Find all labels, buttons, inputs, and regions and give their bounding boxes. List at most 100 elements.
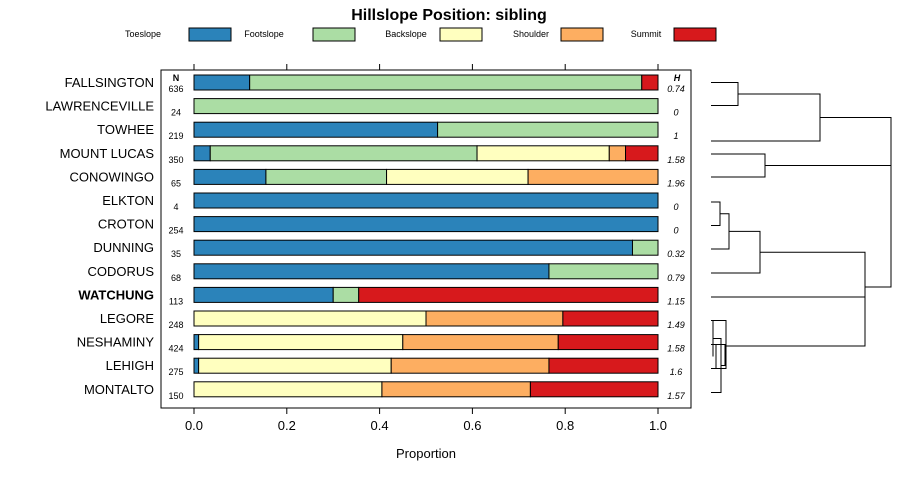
x-axis: 0.0 0.2 0.4 0.6 0.8 1.0 — [185, 64, 667, 433]
bar-segment-toeslope — [193, 121, 439, 138]
dendrogram-branch — [865, 141, 892, 288]
row-dunning: DUNNING 35 0.32 — [93, 239, 685, 259]
bar-segment-footslope — [332, 286, 360, 303]
bar-segment-shoulder — [527, 168, 659, 185]
legend-swatch-summit — [673, 27, 717, 42]
legend-label-shoulder: Shoulder — [513, 29, 549, 39]
dendrogram-branch — [711, 296, 866, 347]
bar-segment-toeslope — [193, 145, 211, 162]
bar-segment-toeslope — [193, 216, 659, 233]
bar-segment-shoulder — [425, 310, 564, 327]
row-fallsington: FALLSINGTON 636 0.74 — [65, 74, 685, 94]
bar-segment-footslope — [249, 74, 643, 91]
row-n-value: 150 — [168, 391, 183, 401]
row-n-value: 65 — [171, 178, 181, 188]
row-n-value: 350 — [168, 155, 183, 165]
bar-segment-toeslope — [193, 357, 200, 374]
dendrogram-branch — [711, 93, 821, 142]
row-n-value: 275 — [168, 367, 183, 377]
row-n-value: 424 — [168, 344, 183, 354]
row-h-value: 1 — [673, 131, 678, 141]
bar-segment-summit — [358, 286, 659, 303]
row-label: ELKTON — [102, 193, 154, 208]
row-label: MOUNT LUCAS — [60, 146, 155, 161]
row-h-value: 0.74 — [667, 84, 685, 94]
x-axis-label: Proportion — [396, 446, 456, 461]
bar-segment-shoulder — [608, 145, 627, 162]
row-elkton: ELKTON 4 0 — [102, 192, 679, 212]
bar-segment-backslope — [386, 168, 529, 185]
legend-swatch-backslope — [439, 27, 483, 42]
row-label: WATCHUNG — [78, 287, 154, 302]
row-h-value: 0 — [673, 226, 678, 236]
h-column-header: H — [674, 73, 681, 83]
legend-label-backslope: Backslope — [385, 29, 427, 39]
row-n-value: 248 — [168, 320, 183, 330]
legend-swatch-shoulder — [560, 27, 604, 42]
row-lehigh: LEHIGH 275 1.6 — [106, 357, 683, 377]
legend-swatch-footslope — [312, 27, 356, 42]
x-tick-label: 0.6 — [463, 418, 481, 433]
legend-swatch-toeslope — [188, 27, 232, 42]
row-h-value: 0 — [673, 202, 678, 212]
bar-segment-footslope — [437, 121, 659, 138]
row-watchung: WATCHUNG 113 1.15 — [78, 286, 686, 306]
row-label: DUNNING — [93, 240, 154, 255]
bar-segment-summit — [562, 310, 659, 327]
legend: Toeslope Footslope Backslope Shoulder Summit — [125, 27, 717, 42]
row-h-value: 1.96 — [667, 178, 685, 188]
row-h-value: 1.15 — [667, 296, 686, 306]
row-croton: CROTON 254 0 — [98, 216, 679, 236]
bar-segment-summit — [557, 334, 659, 351]
bar-segment-summit — [625, 145, 659, 162]
dendrogram-branch — [711, 82, 739, 106]
bar-segment-footslope — [209, 145, 478, 162]
row-label: MONTALTO — [84, 382, 154, 397]
row-n-value: 4 — [173, 202, 178, 212]
n-column-header: N — [173, 73, 180, 83]
row-h-value: 1.6 — [670, 367, 683, 377]
bar-segment-toeslope — [193, 74, 251, 91]
dendrogram — [711, 82, 892, 393]
row-codorus: CODORUS 68 0.79 — [88, 263, 685, 283]
bar-segment-summit — [529, 381, 659, 398]
row-label: NESHAMINY — [77, 335, 155, 350]
dendrogram-branch — [760, 251, 866, 322]
row-n-value: 254 — [168, 226, 183, 236]
legend-label-summit: Summit — [631, 29, 662, 39]
bar-segment-toeslope — [193, 263, 550, 280]
x-tick-label: 1.0 — [649, 418, 667, 433]
row-h-value: 0.79 — [667, 273, 685, 283]
bar-segment-backslope — [198, 334, 404, 351]
bar-segment-footslope — [631, 239, 659, 256]
row-n-value: 68 — [171, 273, 181, 283]
bar-segment-summit — [641, 74, 659, 91]
bar-segment-footslope — [193, 98, 659, 115]
bar-segment-toeslope — [193, 168, 267, 185]
row-label: CODORUS — [88, 264, 155, 279]
plot-frame — [160, 69, 692, 409]
bar-rows: FALLSINGTON 636 0.74 LAWRENCEVILLE 24 0 TOWHEE… — [45, 74, 686, 401]
dendrogram-branch — [711, 153, 766, 178]
bar-segment-toeslope — [193, 286, 334, 303]
row-montalto: MONTALTO 150 1.57 — [84, 381, 686, 401]
bar-segment-toeslope — [193, 192, 659, 209]
row-n-value: 35 — [171, 249, 181, 259]
legend-label-footslope: Footslope — [244, 29, 284, 39]
row-n-value: 113 — [169, 296, 183, 306]
bar-segment-shoulder — [390, 357, 550, 374]
bar-segment-backslope — [198, 357, 392, 374]
bar-segment-summit — [548, 357, 659, 374]
row-h-value: 0 — [673, 108, 678, 118]
row-legore: LEGORE 248 1.49 — [100, 310, 685, 330]
row-label: TOWHEE — [97, 122, 154, 137]
row-h-value: 0.32 — [667, 249, 685, 259]
row-label: LEGORE — [100, 311, 155, 326]
bar-segment-toeslope — [193, 334, 200, 351]
row-neshaminy: NESHAMINY 424 1.58 — [77, 334, 685, 354]
row-towhee: TOWHEE 219 1 — [97, 121, 679, 141]
row-h-value: 1.58 — [667, 155, 685, 165]
bar-segment-backslope — [193, 310, 427, 327]
legend-label-toeslope: Toeslope — [125, 29, 161, 39]
